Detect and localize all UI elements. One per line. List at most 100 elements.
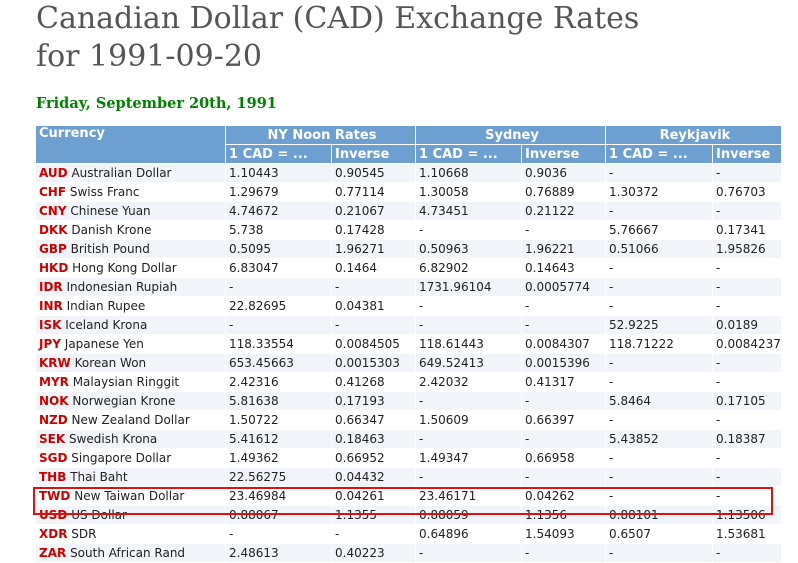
currency-name: New Taiwan Dollar bbox=[74, 489, 185, 503]
rate-cell: - bbox=[415, 391, 522, 411]
rate-cell: - bbox=[521, 391, 606, 411]
currency-code-link[interactable]: JPY bbox=[39, 337, 61, 351]
rate-cell: 4.73451 bbox=[415, 201, 522, 221]
rate-cell: 0.88067 bbox=[225, 505, 332, 525]
page-title-line2: for 1991-09-20 bbox=[36, 39, 263, 74]
currency-cell: SEK Swedish Krona bbox=[35, 429, 226, 449]
rate-cell: 1.96271 bbox=[331, 239, 416, 259]
currency-cell: ZAR South African Rand bbox=[35, 543, 226, 563]
sydney-header: Sydney bbox=[415, 125, 606, 145]
currency-name: Iceland Krona bbox=[65, 318, 148, 332]
currency-code-link[interactable]: KRW bbox=[39, 356, 71, 370]
rate-cell: - bbox=[225, 277, 332, 297]
currency-cell: CHF Swiss Franc bbox=[35, 182, 226, 202]
rate-cell: 0.0189 bbox=[712, 315, 782, 335]
currency-code-link[interactable]: ISK bbox=[39, 318, 62, 332]
table-row: NZD New Zealand Dollar 1.50722 0.66347 1.50… bbox=[35, 410, 782, 430]
currency-name: Japanese Yen bbox=[64, 337, 144, 351]
currency-code-link[interactable]: CHF bbox=[39, 185, 67, 199]
currency-code-link[interactable]: AUD bbox=[39, 166, 68, 180]
currency-cell: DKK Danish Krone bbox=[35, 220, 226, 240]
rate-cell: 5.76667 bbox=[605, 220, 713, 240]
rate-cell: 1.49362 bbox=[225, 448, 332, 468]
rate-cell: 1.30058 bbox=[415, 182, 522, 202]
rate-cell: 0.66958 bbox=[521, 448, 606, 468]
rate-cell: 1.49347 bbox=[415, 448, 522, 468]
rate-cell: 0.76889 bbox=[521, 182, 606, 202]
currency-cell: GBP British Pound bbox=[35, 239, 226, 259]
table-row: ISK Iceland Krona - - - -52.9225 0.0189 bbox=[35, 315, 782, 335]
rate-cell: 5.43852 bbox=[605, 429, 713, 449]
rate-cell: 1.96221 bbox=[521, 239, 606, 259]
rate-cell: - bbox=[712, 372, 782, 392]
currency-cell: USD US Dollar bbox=[35, 505, 226, 525]
currency-code-link[interactable]: CNY bbox=[39, 204, 67, 218]
page-title: Canadian Dollar (CAD) Exchange Rates for… bbox=[36, 0, 639, 76]
rate-cell: - bbox=[605, 372, 713, 392]
rate-cell: - bbox=[712, 296, 782, 316]
currency-code-link[interactable]: DKK bbox=[39, 223, 68, 237]
rate-cell: 4.74672 bbox=[225, 201, 332, 221]
currency-cell: TWD New Taiwan Dollar bbox=[35, 486, 226, 506]
table-row: IDR Indonesian Rupiah - -1731.96104 0.00057… bbox=[35, 277, 782, 297]
rate-cell: 2.42316 bbox=[225, 372, 332, 392]
currency-code-link[interactable]: IDR bbox=[39, 280, 63, 294]
table-row: ZAR South African Rand 2.48613 0.40223- - - - bbox=[35, 543, 782, 563]
currency-name: Australian Dollar bbox=[71, 166, 172, 180]
rate-cell: 0.66397 bbox=[521, 410, 606, 430]
currency-name: US Dollar bbox=[71, 508, 127, 522]
rate-cell: 23.46984 bbox=[225, 486, 332, 506]
currency-code-link[interactable]: NOK bbox=[39, 394, 69, 408]
currency-code-link[interactable]: XDR bbox=[39, 527, 68, 541]
currency-code-link[interactable]: TWD bbox=[39, 489, 71, 503]
rate-cell: 118.61443 bbox=[415, 334, 522, 354]
rate-cell: 0.18463 bbox=[331, 429, 416, 449]
rate-cell: 0.0005774 bbox=[521, 277, 606, 297]
currency-name: Thai Baht bbox=[70, 470, 128, 484]
rate-cell: 0.66952 bbox=[331, 448, 416, 468]
table-row: SEK Swedish Krona 5.41612 0.18463- -5.43852… bbox=[35, 429, 782, 449]
currency-cell: KRW Korean Won bbox=[35, 353, 226, 373]
currency-code-link[interactable]: NZD bbox=[39, 413, 68, 427]
table-row: INR Indian Rupee 22.82695 0.04381- - - - bbox=[35, 296, 782, 316]
table-row: HKD Hong Kong Dollar 6.83047 0.1464 6.82902… bbox=[35, 258, 782, 278]
rate-cell: 1.95826 bbox=[712, 239, 782, 259]
currency-cell: JPY Japanese Yen bbox=[35, 334, 226, 354]
currency-code-link[interactable]: SEK bbox=[39, 432, 66, 446]
currency-code-link[interactable]: MYR bbox=[39, 375, 69, 389]
table-row: AUD Australian Dollar 1.10443 0.90545 1.106… bbox=[35, 163, 782, 183]
rate-cell: 0.76703 bbox=[712, 182, 782, 202]
rate-cell: 2.48613 bbox=[225, 543, 332, 563]
rate-cell: - bbox=[225, 315, 332, 335]
currency-cell: ISK Iceland Krona bbox=[35, 315, 226, 335]
currency-cell: CNY Chinese Yuan bbox=[35, 201, 226, 221]
currency-name: Singapore Dollar bbox=[71, 451, 172, 465]
rate-cell: 0.18387 bbox=[712, 429, 782, 449]
rate-cell: 1.30372 bbox=[605, 182, 713, 202]
rate-cell: 0.5095 bbox=[225, 239, 332, 259]
rate-cell: 5.81638 bbox=[225, 391, 332, 411]
currency-code-link[interactable]: INR bbox=[39, 299, 63, 313]
rate-cell: - bbox=[712, 467, 782, 487]
ny-inverse-header: Inverse bbox=[331, 144, 416, 164]
sub-header-row: 1 CAD = ... Inverse 1 CAD = ... Inverse … bbox=[36, 144, 782, 164]
table-row: NOK Norwegian Krone 5.81638 0.17193- -5.846… bbox=[35, 391, 782, 411]
currency-code-link[interactable]: ZAR bbox=[39, 546, 67, 560]
rate-cell: - bbox=[712, 543, 782, 563]
rate-cell: 118.71222 bbox=[605, 334, 713, 354]
currency-cell: THB Thai Baht bbox=[35, 467, 226, 487]
currency-header: Currency bbox=[35, 125, 226, 164]
currency-cell: NZD New Zealand Dollar bbox=[35, 410, 226, 430]
rate-cell: 649.52413 bbox=[415, 353, 522, 373]
rate-cell: 0.04432 bbox=[331, 467, 416, 487]
currency-code-link[interactable]: HKD bbox=[39, 261, 69, 275]
currency-cell: AUD Australian Dollar bbox=[35, 163, 226, 183]
group-header-row: Currency NY Noon Rates Sydney Reykjavik bbox=[35, 125, 782, 164]
rate-cell: 6.83047 bbox=[225, 258, 332, 278]
currency-code-link[interactable]: THB bbox=[39, 470, 67, 484]
currency-code-link[interactable]: USD bbox=[39, 508, 68, 522]
rate-cell: - bbox=[605, 353, 713, 373]
currency-code-link[interactable]: SGD bbox=[39, 451, 68, 465]
rate-cell: 0.14643 bbox=[521, 258, 606, 278]
currency-code-link[interactable]: GBP bbox=[39, 242, 67, 256]
